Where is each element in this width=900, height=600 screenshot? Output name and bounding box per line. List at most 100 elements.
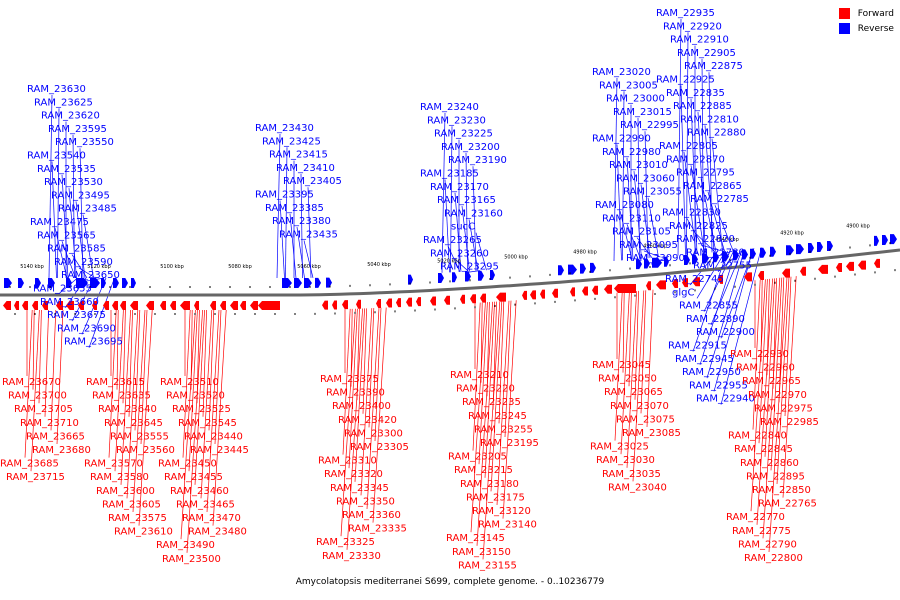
forward-gene-label: RAM_23615 — [86, 377, 145, 388]
reverse-gene-label: RAM_23650 — [61, 270, 120, 281]
reverse-connector — [643, 250, 661, 258]
reverse-connector — [680, 85, 686, 255]
reverse-gene-arrow — [48, 278, 55, 288]
reverse-gene-arrow — [882, 235, 888, 246]
forward-gene-arrow — [758, 270, 764, 280]
forward-gene-arrow — [230, 301, 238, 310]
reverse-gene-label: RAM_22935 — [656, 8, 715, 19]
forward-connector — [646, 289, 654, 428]
forward-connector — [108, 309, 117, 458]
reverse-gene-arrow — [636, 259, 642, 270]
forward-gene-arrow — [782, 268, 790, 278]
reverse-gene-label: RAM_23260 — [430, 248, 489, 259]
forward-connector-lines — [24, 276, 797, 560]
forward-connector — [750, 279, 766, 512]
reverse-gene-label: RAM_23185 — [420, 169, 479, 180]
forward-gene-arrow — [32, 301, 38, 310]
legend-reverse-label: Reverse — [857, 23, 894, 34]
reverse-gene-label: RAM_23585 — [47, 244, 106, 255]
forward-gene-label: RAM_23345 — [330, 483, 389, 494]
reverse-connector — [447, 245, 461, 272]
forward-connector — [362, 308, 367, 414]
reverse-gene-arrow — [315, 277, 321, 288]
reverse-gene-arrow — [692, 254, 698, 265]
reverse-gene-arrow — [590, 262, 596, 273]
reverse-gene-arrow — [304, 277, 312, 288]
reverse-gene-label: RAM_23090 — [626, 253, 685, 264]
forward-gene-arrow — [874, 258, 880, 268]
forward-connector — [214, 309, 222, 445]
forward-connector — [366, 307, 380, 510]
forward-gene-label: RAM_23070 — [610, 401, 669, 412]
reverse-gene-label: RAM_23005 — [599, 80, 658, 91]
forward-gene-arrow — [430, 296, 436, 306]
reverse-gene-arrow — [568, 264, 577, 275]
reverse-connector — [711, 138, 723, 252]
reverse-gene-label: RAM_22835 — [666, 88, 725, 99]
reverse-gene-arrow — [113, 278, 119, 288]
forward-gene-arrow — [356, 299, 361, 309]
forward-gene-arrow — [496, 292, 506, 302]
forward-gene-label: RAM_22985 — [760, 417, 819, 428]
forward-gene-arrow — [14, 301, 19, 310]
forward-gene-arrow — [522, 290, 527, 300]
reverse-gene-label: RAM_23160 — [444, 208, 503, 219]
reverse-connector — [686, 218, 707, 254]
reverse-gene-label: RAM_22980 — [602, 147, 661, 158]
forward-connector — [348, 308, 358, 469]
reverse-gene-label: RAM_23690 — [57, 323, 116, 334]
reverse-connector — [468, 219, 479, 271]
forward-gene-arrow — [614, 283, 636, 293]
forward-connector — [182, 309, 191, 458]
reverse-connector — [704, 125, 715, 253]
scale-label: 5060 kbp — [297, 264, 321, 270]
reverse-gene-arrow — [786, 245, 794, 256]
forward-gene-label: RAM_23035 — [602, 469, 661, 480]
forward-gene-label: RAM_23145 — [446, 533, 505, 544]
genome-backbone — [0, 248, 900, 297]
reverse-gene-label: RAM_23170 — [430, 182, 489, 193]
scale-label: 4980 kbp — [573, 249, 597, 255]
forward-connector — [620, 291, 630, 455]
forward-gene-arrow — [130, 301, 138, 310]
reverse-connector — [51, 161, 57, 279]
reverse-connector — [57, 108, 60, 279]
reverse-connector — [68, 188, 77, 279]
forward-gene-arrow — [103, 301, 109, 310]
reverse-gene-label: RAM_22785 — [690, 194, 749, 205]
reverse-connector — [285, 147, 288, 279]
forward-connector — [194, 309, 205, 485]
reverse-connector — [303, 240, 314, 278]
reverse-gene-label: RAM_22755 — [693, 261, 752, 272]
forward-gene-label: RAM_23685 — [0, 459, 59, 470]
reverse-connector — [626, 157, 634, 260]
forward-gene-arrow — [160, 301, 166, 310]
reverse-connector — [700, 244, 724, 252]
reverse-gene-arrow — [713, 252, 719, 263]
reverse-gene-arrow — [890, 234, 897, 245]
reverse-gene-arrow — [827, 240, 833, 251]
forward-gene-label: RAM_23140 — [478, 520, 537, 531]
forward-gene-arrow — [582, 286, 588, 296]
forward-gene-track — [3, 258, 880, 310]
reverse-connector — [700, 178, 717, 253]
forward-gene-label: RAM_23575 — [108, 513, 167, 524]
forward-connector — [472, 302, 481, 451]
forward-gene-label: RAM_23600 — [96, 486, 155, 497]
forward-gene-arrow — [692, 277, 700, 287]
reverse-gene-label: RAM_22900 — [696, 327, 755, 338]
reverse-connector — [686, 32, 689, 255]
forward-connector — [208, 309, 215, 431]
reverse-gene-label: RAM_23430 — [255, 123, 314, 134]
forward-gene-label: RAM_23065 — [604, 387, 663, 398]
reverse-gene-arrow — [742, 249, 748, 260]
forward-gene-arrow — [406, 297, 412, 307]
reverse-gene-label: RAM_23190 — [448, 155, 507, 166]
forward-gene-label: RAM_23490 — [156, 540, 215, 551]
reverse-gene-label: RAM_22780 — [686, 247, 745, 258]
forward-gene-label: RAM_23680 — [32, 445, 91, 456]
forward-connector — [496, 300, 510, 506]
reverse-gene-arrow — [722, 251, 729, 262]
reverse-gene-track — [4, 234, 897, 288]
reverse-gene-label: RAM_23385 — [265, 203, 324, 214]
